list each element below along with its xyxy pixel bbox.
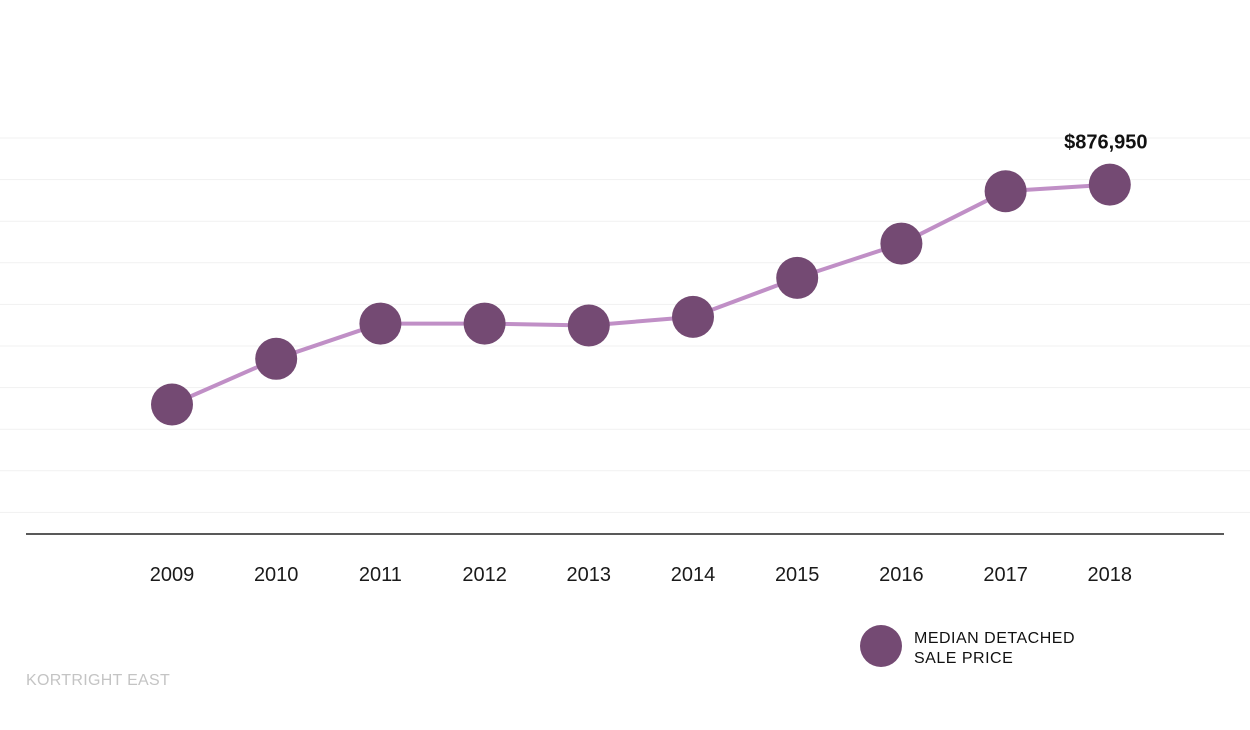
x-tick-label-2010: 2010	[254, 564, 299, 586]
x-tick-label-2016: 2016	[879, 564, 924, 586]
data-point-2014	[672, 295, 714, 338]
legend-label-line1: MEDIAN DETACHED	[914, 630, 1075, 647]
legend-label-line2: SALE PRICE	[914, 650, 1013, 667]
neighbourhood-label: KORTRIGHT EAST	[26, 672, 170, 689]
x-tick-label-2011: 2011	[359, 564, 402, 586]
x-tick-label-2013: 2013	[567, 564, 612, 586]
data-point-2018	[1088, 163, 1131, 206]
last-value-label: $876,950	[1064, 132, 1147, 154]
x-tick-label-2014: 2014	[671, 564, 716, 586]
x-tick-labels: 2009 2010 2011 2012 2013 2014 2015 2016 2017 2018	[150, 564, 1132, 586]
data-markers	[151, 163, 1131, 426]
x-tick-label-2012: 2012	[462, 564, 507, 586]
x-tick-label-2018: 2018	[1088, 564, 1133, 586]
data-point-2012	[463, 302, 506, 345]
x-tick-label-2015: 2015	[775, 564, 820, 586]
gridlines	[0, 137, 1250, 513]
legend: MEDIAN DETACHED SALE PRICE	[860, 625, 1075, 667]
x-tick-label-2009: 2009	[150, 564, 195, 586]
data-point-2009	[151, 383, 193, 426]
data-point-2013	[567, 304, 610, 347]
series-line	[170, 182, 1112, 407]
x-tick-label-2017: 2017	[983, 564, 1028, 586]
data-point-2011	[359, 302, 402, 345]
data-point-2015	[776, 256, 819, 299]
data-point-2010	[255, 337, 298, 380]
data-point-2017	[984, 170, 1027, 213]
data-point-2016	[880, 222, 923, 265]
legend-marker-icon	[860, 625, 902, 667]
